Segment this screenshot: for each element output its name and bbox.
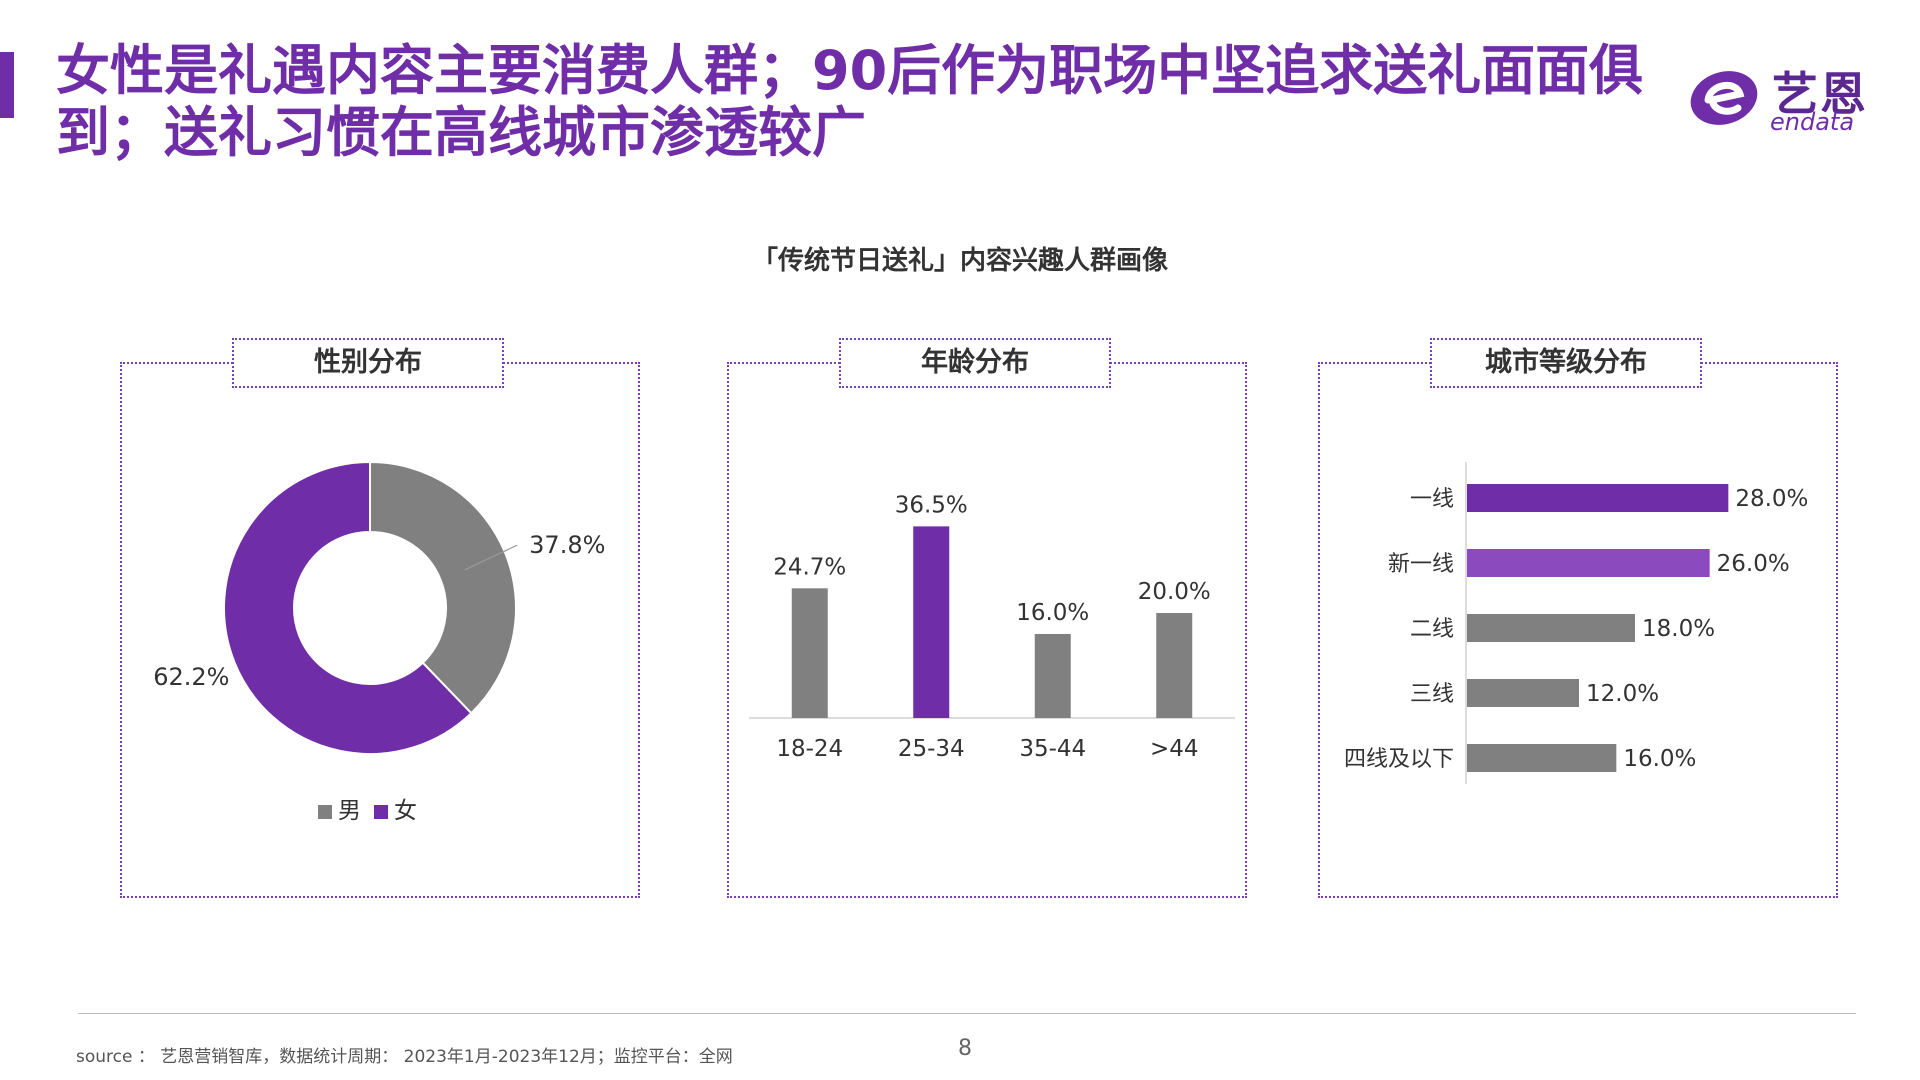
y-tick-label: 三线 [1410,682,1454,707]
brand-logo: 艺恩 endata [1686,56,1886,136]
bar-data-label: 36.5% [895,492,968,518]
age-bar-chart: 24.7% 18-24 36.5% 25-34 16.0% 35-44 20.0% >44 [749,492,1235,762]
title-accent-bar [0,52,14,118]
y-tick-label: 四线及以下 [1344,747,1454,772]
age-panel-title: 年龄分布 [839,338,1111,388]
gender-panel: 性别分布 37.8% 62.2% 男 女 [120,338,640,898]
gender-panel-title: 性别分布 [232,338,504,388]
legend-swatch-女 [374,805,388,819]
bar-二线 [1467,614,1635,642]
bar-data-label: 12.0% [1586,681,1659,707]
bar-35-44 [1034,634,1071,718]
logo-text-cn: 艺恩 [1772,67,1868,121]
bar-data-label: 28.0% [1735,486,1808,512]
x-tick-label: 35-44 [1019,736,1086,762]
y-tick-label: 新一线 [1388,552,1454,577]
donut-leader-line [464,544,518,571]
bar-四线及以下 [1467,744,1617,772]
bar->44 [1156,613,1193,718]
bar-18-24 [791,588,828,718]
city-bar-chart: 28.0% 一线 26.0% 新一线 18.0% 二线 12.0% 三线 16.0% 四线及以下 [1344,462,1808,784]
bar-data-label: 26.0% [1717,551,1790,577]
legend-label: 男 [338,798,361,824]
age-panel: 年龄分布 24.7% 18-24 36.5% 25-34 16.0% 35-44 20.0%… [727,338,1247,898]
chart-group-title: 「传统节日送礼」内容兴趣人群画像 [751,246,1168,276]
bar-25-34 [913,526,950,718]
bar-data-label: 18.0% [1642,616,1715,642]
logo-mark-icon [1690,71,1758,125]
gender-donut-chart: 37.8% 62.2% 男 女 [153,460,605,824]
x-tick-label: >44 [1150,736,1199,762]
donut-slice-女 [223,460,473,755]
footer-divider [78,1013,1856,1014]
legend-swatch-男 [318,805,332,819]
legend-label: 女 [394,798,417,824]
page-number: 8 [958,1036,972,1061]
bar-一线 [1467,484,1729,512]
x-tick-label: 18-24 [776,736,843,762]
donut-slice-男 [369,460,517,715]
bar-三线 [1467,679,1579,707]
x-tick-label: 25-34 [898,736,965,762]
bar-data-label: 16.0% [1623,746,1696,772]
bar-data-label: 24.7% [773,554,846,580]
city-panel: 城市等级分布 28.0% 一线 26.0% 新一线 18.0% 二线 12.0% 三线 16.0… [1318,338,1838,898]
bar-data-label: 20.0% [1138,579,1211,605]
donut-data-label: 62.2% [153,663,229,691]
logo-text-en: endata [1770,108,1855,136]
y-tick-label: 二线 [1410,617,1454,642]
page-title: 女性是礼遇内容主要消费人群；90后作为职场中坚追求送礼面面俱到；送礼习惯在高线城… [56,39,1644,164]
bar-新一线 [1467,549,1710,577]
donut-data-label: 37.8% [529,531,605,559]
source-note: source ： 艺恩营销智库，数据统计周期： 2023年1月-2023年12月… [76,1047,733,1067]
city-panel-title: 城市等级分布 [1430,338,1702,388]
y-tick-label: 一线 [1410,487,1454,512]
bar-data-label: 16.0% [1016,600,1089,626]
